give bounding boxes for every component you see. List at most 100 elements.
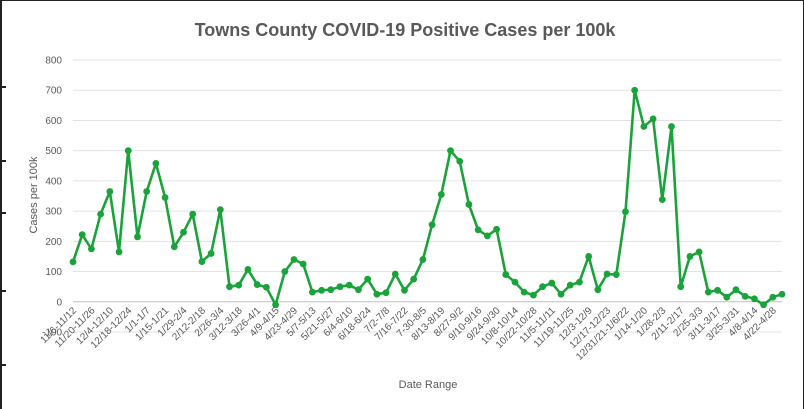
y-tick-label: 600 <box>45 116 62 127</box>
data-point <box>658 196 666 204</box>
data-point <box>410 275 418 283</box>
data-point <box>511 278 519 286</box>
data-point <box>299 260 307 268</box>
data-point <box>290 256 298 263</box>
data-point <box>603 270 611 278</box>
series-cases <box>69 86 786 309</box>
y-tick-label: 500 <box>45 146 62 157</box>
data-point <box>649 115 657 123</box>
data-point <box>78 231 86 239</box>
data-point <box>382 289 390 297</box>
data-point <box>493 225 500 233</box>
data-point <box>262 283 270 291</box>
data-point <box>309 288 316 296</box>
data-point <box>244 266 252 273</box>
y-tick-label: 100 <box>45 267 62 278</box>
data-point <box>437 191 445 198</box>
chart-title: Towns County COVID-19 Positive Cases per… <box>195 20 617 40</box>
data-point <box>704 288 712 296</box>
data-point <box>161 194 169 201</box>
data-point <box>345 281 353 289</box>
data-point <box>373 290 381 298</box>
data-point <box>548 279 556 287</box>
data-point <box>631 86 639 94</box>
data-point <box>557 290 565 298</box>
y-tick-label: 700 <box>45 86 62 97</box>
data-point <box>502 271 510 278</box>
y-tick-label: 800 <box>45 56 62 67</box>
data-point <box>216 206 224 214</box>
data-point <box>447 147 454 155</box>
data-point <box>364 275 372 283</box>
data-point <box>226 283 233 291</box>
y-axis-title: Cases per 100k <box>28 156 40 234</box>
data-point <box>115 248 123 256</box>
data-point <box>465 201 473 208</box>
data-point <box>566 281 574 289</box>
data-point <box>760 301 767 309</box>
data-point <box>180 228 187 236</box>
data-point <box>732 286 740 294</box>
y-tick-label: 200 <box>45 237 62 248</box>
data-point <box>134 233 141 241</box>
data-point <box>686 253 694 260</box>
data-point <box>69 258 77 266</box>
data-point <box>520 288 528 296</box>
data-point <box>769 293 777 301</box>
data-point <box>152 159 160 167</box>
data-point <box>778 290 786 298</box>
frame-top-edge <box>0 0 804 1</box>
data-point <box>124 147 132 155</box>
data-point <box>253 281 261 288</box>
data-point <box>419 256 427 263</box>
data-point <box>318 286 326 294</box>
frame-tick-2 <box>0 160 6 162</box>
data-point <box>539 283 546 291</box>
data-point <box>401 286 408 294</box>
data-point <box>207 250 215 257</box>
frame-tick-1 <box>0 86 6 88</box>
data-point <box>355 286 362 294</box>
frame-left-edge <box>0 0 2 409</box>
y-tick-label: 300 <box>45 207 62 218</box>
data-point <box>622 208 629 216</box>
data-point <box>327 286 335 294</box>
y-tick-label: 400 <box>45 176 62 187</box>
data-point <box>97 210 105 218</box>
data-point <box>189 210 197 218</box>
data-point <box>529 291 537 299</box>
frame-tick-5 <box>0 364 6 366</box>
frame-tick-4 <box>0 290 6 292</box>
data-point <box>456 157 464 165</box>
data-point <box>336 283 344 291</box>
y-tick-label: 0 <box>56 297 62 308</box>
data-point <box>677 283 685 291</box>
data-point <box>576 278 583 286</box>
data-point <box>428 221 436 229</box>
data-point <box>750 295 758 303</box>
series-line <box>71 88 783 307</box>
data-point <box>640 123 648 130</box>
data-point <box>88 245 95 253</box>
data-point <box>714 286 721 294</box>
x-axis-ticks: 11/6-11/1211/20-11/2612/4-12/1012/18-12/… <box>39 305 780 363</box>
data-point <box>741 292 749 300</box>
data-point <box>483 232 491 240</box>
data-point <box>695 248 703 256</box>
data-point <box>235 281 243 289</box>
data-point <box>668 123 675 130</box>
data-point <box>723 293 731 301</box>
data-point <box>143 188 151 195</box>
data-point <box>391 270 399 278</box>
data-point <box>585 253 593 260</box>
data-point <box>612 271 620 278</box>
data-point <box>106 188 114 195</box>
data-point <box>198 258 206 265</box>
data-point <box>474 226 482 234</box>
y-tick-label: -100 <box>42 328 62 339</box>
x-axis-title: Date Range <box>399 379 458 391</box>
y-axis-ticks: -100 0 100 200 300 400 500 600 700 800 <box>42 56 62 339</box>
frame-tick-3 <box>0 212 6 214</box>
data-point <box>594 286 602 294</box>
